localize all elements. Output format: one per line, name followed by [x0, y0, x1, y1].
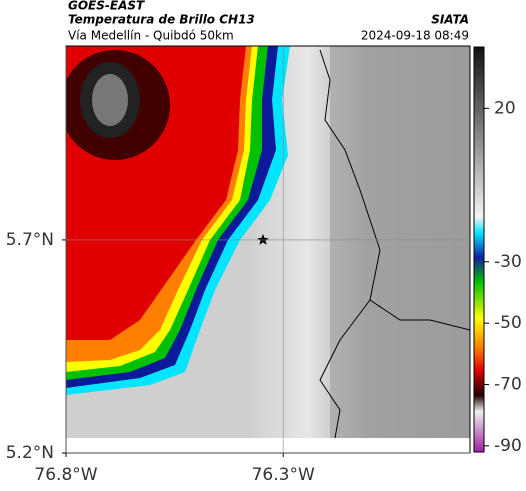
- y-tick-label: 5.7°N: [6, 230, 54, 250]
- x-tick-label: 76.3°W: [252, 465, 315, 485]
- product: Temperatura de Brillo CH13: [68, 13, 255, 27]
- colorbar-tick-label: -30: [494, 252, 522, 272]
- colorbar-tick-label: -50: [494, 313, 522, 333]
- colorbar-tick-label: -70: [494, 375, 522, 395]
- location-star: [257, 234, 269, 245]
- y-tick-label: 5.2°N: [6, 443, 54, 463]
- route: Vía Medellín - Quibdó 50km: [68, 29, 234, 43]
- x-tick-label: 76.8°W: [34, 465, 97, 485]
- colorbar-tick-label: -90: [494, 436, 522, 456]
- colorbar-tick-label: 20: [494, 98, 516, 118]
- colorbar: [473, 46, 485, 453]
- source: SIATA: [431, 13, 469, 27]
- datetime: 2024-09-18 08:49: [361, 29, 469, 43]
- satellite-image: [66, 46, 470, 438]
- satellite: GOES-EAST: [68, 0, 145, 13]
